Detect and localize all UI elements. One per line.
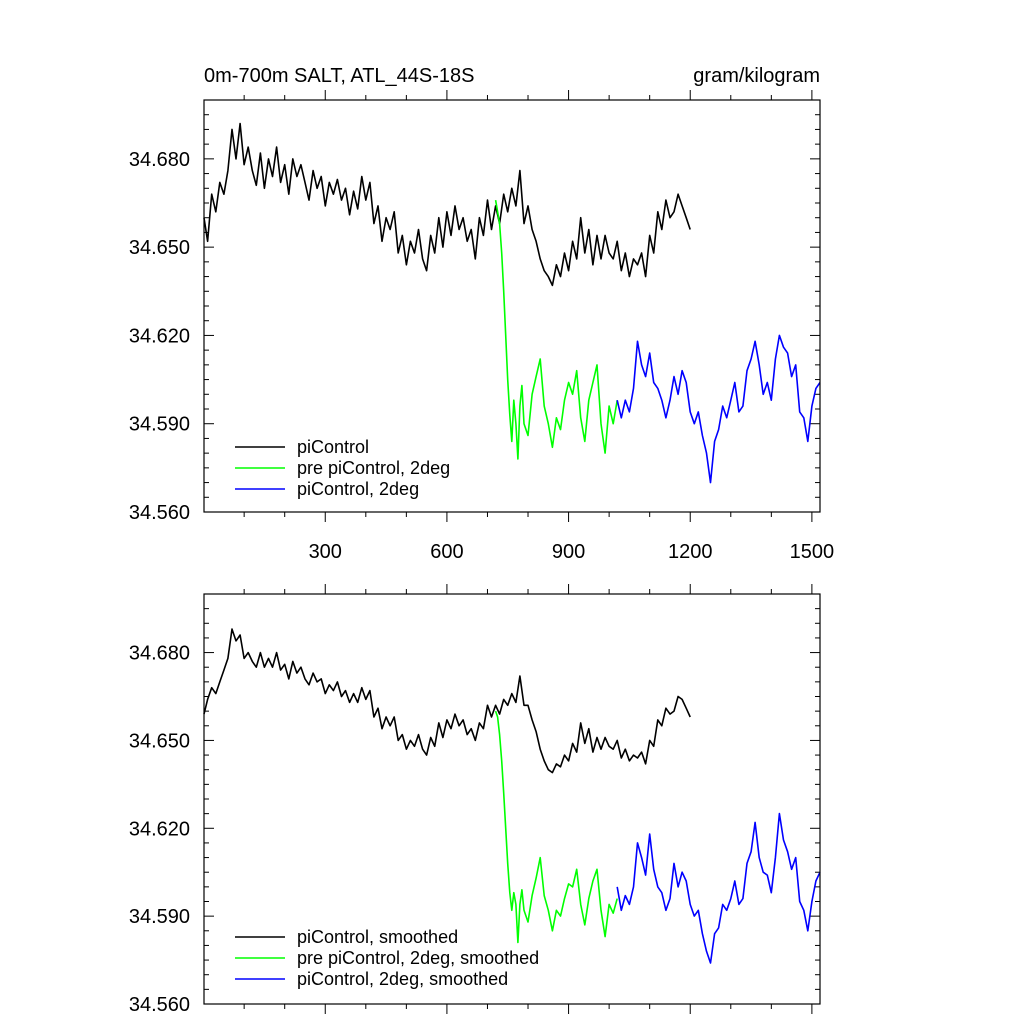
bottom-panel-frame [203,593,821,1005]
y-tick-label: 34.650 [129,730,190,752]
series-line [203,628,691,774]
series-line [203,122,691,287]
top-panel: 34.560 34.590 34.620 34.650 34.680 300 600 900… [129,90,834,563]
plot-title: 0m-700m SALT, ATL_44S-18S [204,65,475,87]
legend-label: pre piControl, 2deg [297,458,450,478]
x-tick-label: 1200 [668,541,713,563]
legend-label: piControl [297,437,369,457]
y-tick-label: 34.620 [129,325,190,347]
y-tick-label: 34.650 [129,237,190,259]
legend-label: pre piControl, 2deg, smoothed [297,948,539,968]
x-tick-label: 1500 [790,541,835,563]
top-panel-y-tick-labels: 34.560 34.590 34.620 34.650 34.680 [129,149,190,524]
y-tick-label: 34.680 [129,643,190,665]
top-panel-series [203,122,821,484]
y-tick-label: 34.680 [129,149,190,171]
top-panel-frame [203,99,821,513]
x-tick-label: 600 [430,541,463,563]
x-tick-label: 900 [552,541,585,563]
legend-label: piControl, smoothed [297,927,458,947]
bottom-panel-y-tick-labels: 34.560 34.590 34.620 34.650 34.680 [129,643,190,1016]
series-line [616,812,821,964]
units-label: gram/kilogram [693,65,820,87]
series-line [494,710,618,944]
y-tick-label: 34.590 [129,414,190,436]
y-tick-label: 34.560 [129,994,190,1016]
y-tick-label: 34.620 [129,818,190,840]
series-line [616,334,821,484]
x-tick-label: 300 [309,541,342,563]
legend-label: piControl, 2deg [297,479,419,499]
bottom-panel: 34.560 34.590 34.620 34.650 34.680 piControl… [129,584,821,1016]
top-panel-x-tick-labels: 300 600 900 1200 1500 [309,541,835,563]
y-tick-label: 34.560 [129,502,190,524]
series-line [494,199,618,460]
y-tick-label: 34.590 [129,906,190,928]
bottom-panel-series [203,628,821,964]
legend-label: piControl, 2deg, smoothed [297,969,508,989]
